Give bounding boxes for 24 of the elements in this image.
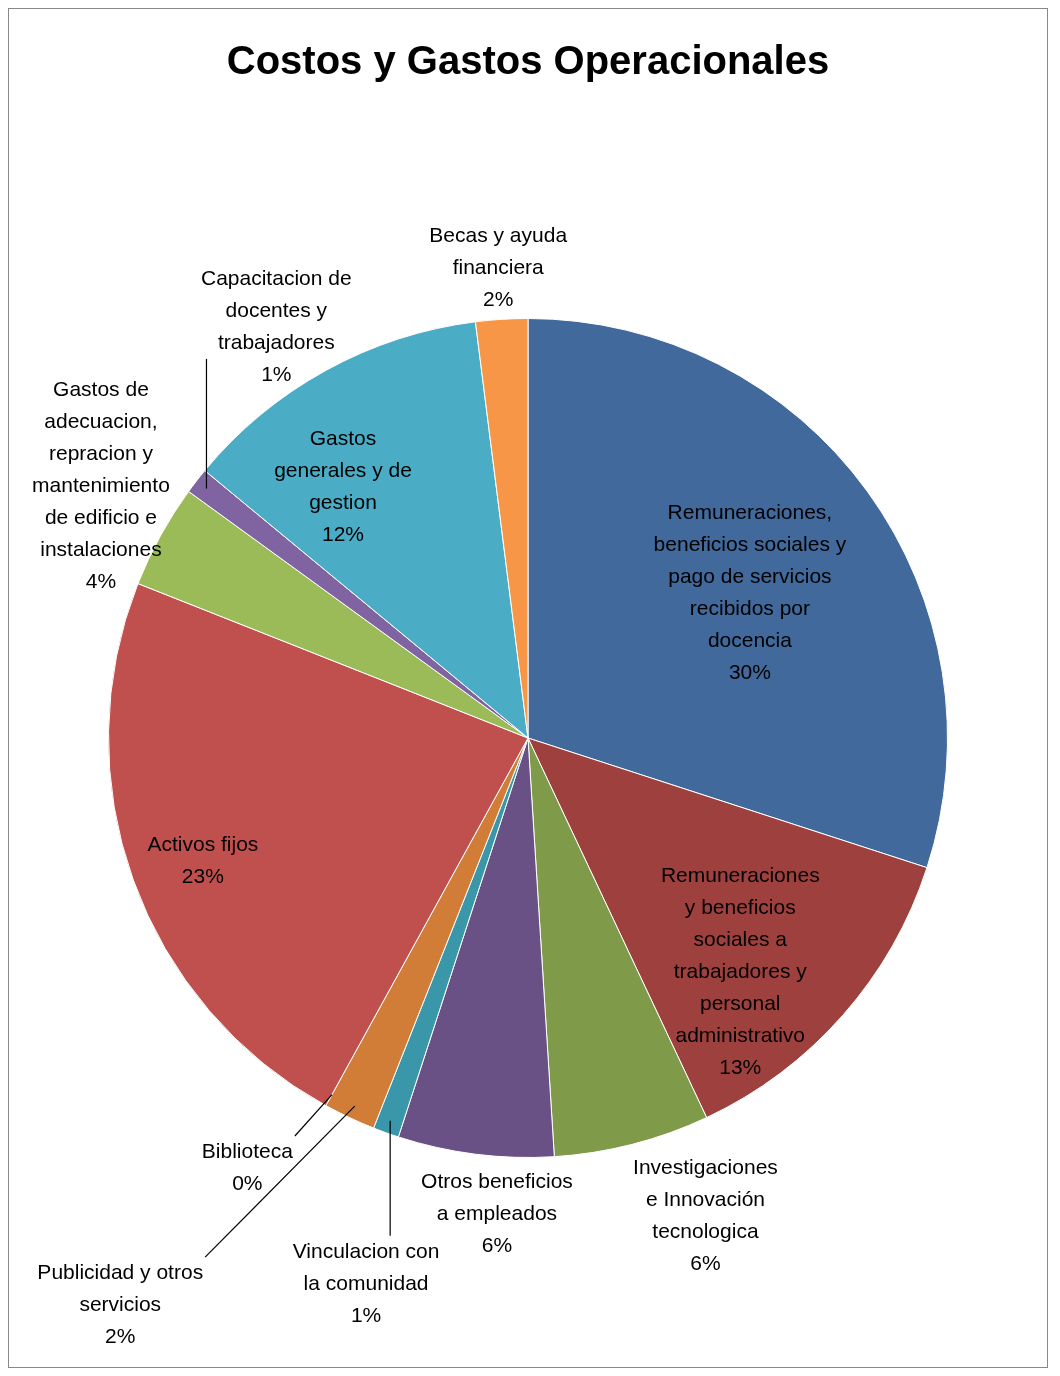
text: 0% (232, 1170, 263, 1194)
slice-label: Becas y ayuda financiera (429, 222, 568, 278)
legend-label: Biblioteca (201, 1138, 294, 1162)
data-label: 2% (105, 1323, 136, 1347)
slice-label: Gastos generales y de gestion (274, 425, 412, 513)
data-label: 30% (728, 660, 771, 684)
data-label: 6% (481, 1233, 513, 1257)
slice-label: Remuneraciones, beneficios sociales y pago de servicios recibidos por docencia (653, 500, 847, 652)
data-label: 13% (719, 1055, 762, 1079)
slice-label: Otros beneficios a empleados (421, 1169, 573, 1225)
slice-label: Remuneraciones y beneficios sociales a trabajadores y personal administrativo (660, 863, 820, 1047)
slice-label: Vinculacion con la comunidad (292, 1238, 440, 1294)
data-label: 1% (350, 1302, 382, 1326)
chart-title: Costos y Gastos Operacionales (226, 38, 830, 83)
data-label: 6% (690, 1251, 721, 1275)
data-label: 1% (261, 361, 292, 385)
data-label: 23% (181, 864, 224, 888)
slice-label: Activos fijos (147, 832, 259, 856)
slice-label: Capacitacion de docentes y trabajadores (201, 265, 352, 353)
data-label: 2% (483, 286, 514, 310)
slice-label: Investigaciones e Innovación tecnologica (633, 1155, 778, 1243)
data-label: 4% (85, 569, 117, 593)
slice-label: Publicidad y otros servicios (37, 1259, 204, 1315)
data-label: 12% (321, 521, 365, 545)
